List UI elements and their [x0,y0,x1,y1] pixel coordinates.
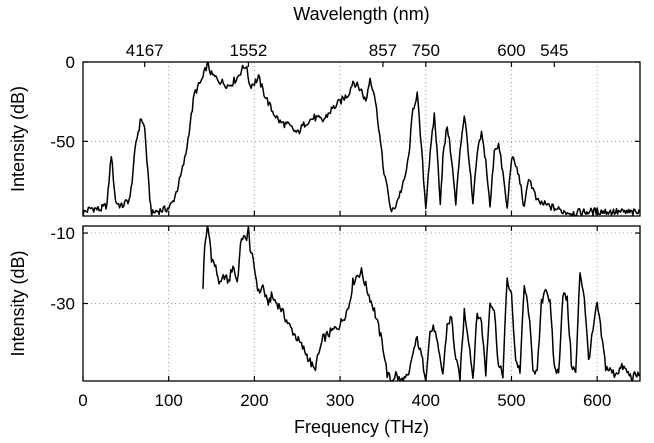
bottom-y-axis-title: Intensity (dB) [8,250,28,356]
top-wavelength-tick-label: 1552 [229,41,267,60]
top-wavelength-tick-label: 857 [369,41,397,60]
top-y-tick-label: -50 [50,132,75,151]
top-spectrum-line [82,61,641,217]
label-layer: 0 100 200 300 400 500 600 4167 1552 857 750 600 545 0… [8,4,611,437]
grid-layer [83,62,640,381]
bottom-x-tick-label: 300 [326,391,354,410]
bottom-x-tick-label: 500 [497,391,525,410]
top-y-tick-label: 0 [66,53,75,72]
bottom-y-tick-label: -10 [50,224,75,243]
bottom-spectrum-line [202,225,641,382]
bottom-x-tick-label: 600 [583,391,611,410]
bottom-x-tick-label: 0 [78,391,87,410]
top-y-axis-title: Intensity (dB) [8,86,28,192]
top-wavelength-tick-label: 4167 [126,41,164,60]
bottom-x-tick-label: 100 [155,391,183,410]
bottom-y-tick-label: -30 [50,295,75,314]
top-wavelength-tick-label: 600 [497,41,525,60]
bottom-x-tick-label: 200 [240,391,268,410]
bottom-x-tick-label: 400 [412,391,440,410]
x-axis-title: Frequency (THz) [294,417,429,437]
top-wavelength-tick-label: 545 [540,41,568,60]
bottom-plot-frame [82,225,641,382]
top-wavelength-tick-label: 750 [412,41,440,60]
tick-layer [82,61,640,381]
trace-layer [82,61,641,382]
top-plot-frame [82,61,641,217]
top-axis-title: Wavelength (nm) [293,4,429,24]
